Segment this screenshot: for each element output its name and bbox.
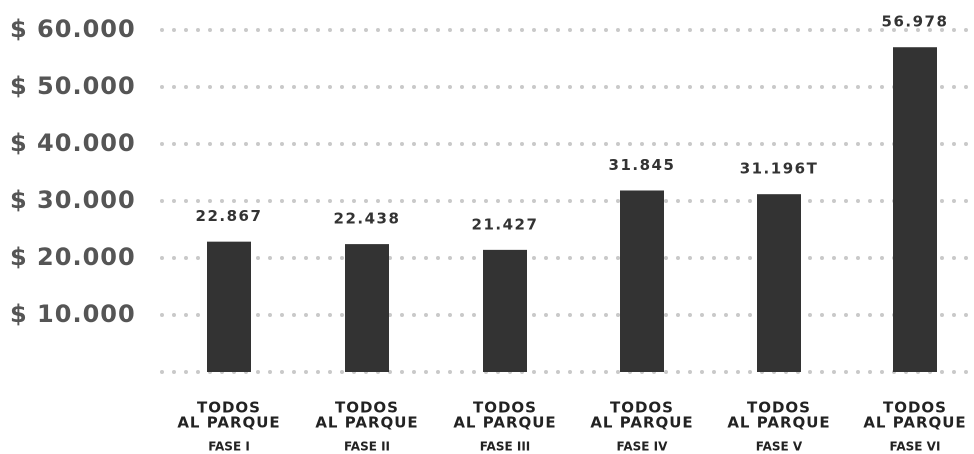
x-tick-label: FASE II (344, 440, 390, 454)
x-tick-label: FASE IV (617, 440, 669, 454)
x-tick-label: AL PARQUE (453, 414, 556, 432)
value-label: 31.845 (609, 156, 676, 174)
value-label: 22.438 (334, 210, 401, 228)
x-tick-label: TODOS (883, 399, 947, 417)
y-tick-label: $ 50.000 (10, 72, 136, 100)
x-tick-label: AL PARQUE (315, 414, 418, 432)
bar (207, 241, 251, 372)
y-tick-label: $ 60.000 (10, 15, 136, 43)
value-label: 56.978 (882, 13, 949, 31)
x-tick-label: TODOS (335, 399, 399, 417)
x-tick-label: TODOS (747, 399, 811, 417)
bar (483, 249, 527, 372)
y-tick-label: $ 40.000 (10, 129, 136, 157)
y-tick-label: $ 30.000 (10, 186, 136, 214)
x-tick-label: FASE I (208, 440, 250, 454)
value-label: 22.867 (196, 207, 263, 225)
value-label: 21.427 (472, 215, 539, 233)
bar (620, 190, 664, 372)
x-tick-label: AL PARQUE (177, 414, 280, 432)
x-tick-label: FASE III (480, 440, 531, 454)
bar (893, 47, 937, 372)
bar (757, 194, 801, 372)
y-tick-label: $ 20.000 (10, 243, 136, 271)
x-tick-label: AL PARQUE (863, 414, 966, 432)
value-label: 31.196T (740, 160, 819, 178)
x-tick-label: FASE V (756, 440, 803, 454)
x-tick-label: FASE VI (890, 440, 941, 454)
x-tick-label: AL PARQUE (727, 414, 830, 432)
x-tick-label: TODOS (197, 399, 261, 417)
x-tick-label: AL PARQUE (590, 414, 693, 432)
x-tick-label: TODOS (473, 399, 537, 417)
y-tick-label: $ 10.000 (10, 300, 136, 328)
x-tick-label: TODOS (610, 399, 674, 417)
bar (345, 244, 389, 372)
